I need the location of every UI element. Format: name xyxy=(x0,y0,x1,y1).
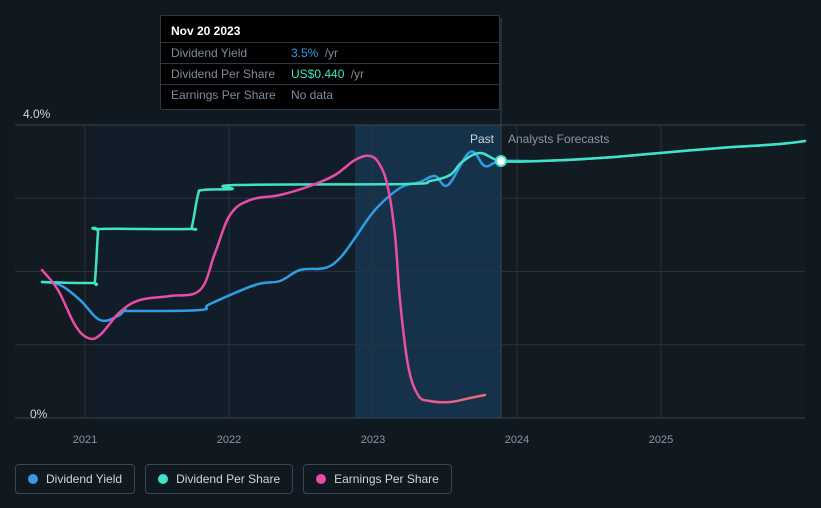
y-axis-min: 0% xyxy=(30,407,47,421)
legend-item[interactable]: Dividend Per Share xyxy=(145,464,293,494)
tooltip-suffix: /yr xyxy=(347,67,364,81)
legend-dot-icon xyxy=(158,474,168,484)
tooltip-row: Dividend Per ShareUS$0.440 /yr xyxy=(161,63,499,84)
tooltip-row: Dividend Yield3.5% /yr xyxy=(161,42,499,63)
tooltip-label: Earnings Per Share xyxy=(171,88,291,102)
tooltip-value: 3.5% /yr xyxy=(291,46,489,60)
tooltip-date: Nov 20 2023 xyxy=(161,22,499,42)
tooltip-value: US$0.440 /yr xyxy=(291,67,489,81)
tooltip-label: Dividend Per Share xyxy=(171,67,291,81)
legend: Dividend Yield Dividend Per Share Earnings… xyxy=(15,464,452,494)
tooltip-suffix: /yr xyxy=(321,46,338,60)
legend-label: Dividend Yield xyxy=(46,472,122,486)
label-past: Past xyxy=(470,132,494,146)
label-forecast: Analysts Forecasts xyxy=(508,132,609,146)
tooltip-value: No data xyxy=(291,88,489,102)
dividend-chart: Nov 20 2023 Dividend Yield3.5% /yrDivide… xyxy=(0,0,821,508)
legend-dot-icon xyxy=(28,474,38,484)
tooltip: Nov 20 2023 Dividend Yield3.5% /yrDivide… xyxy=(160,15,500,110)
legend-label: Earnings Per Share xyxy=(334,472,439,486)
legend-item[interactable]: Dividend Yield xyxy=(15,464,135,494)
tooltip-label: Dividend Yield xyxy=(171,46,291,60)
x-axis-tick: 2022 xyxy=(217,434,241,446)
y-axis-max: 4.0% xyxy=(23,107,50,121)
x-axis-tick: 2021 xyxy=(73,434,97,446)
x-axis-tick: 2025 xyxy=(649,434,673,446)
legend-item[interactable]: Earnings Per Share xyxy=(303,464,452,494)
x-axis-tick: 2024 xyxy=(505,434,529,446)
tooltip-row: Earnings Per ShareNo data xyxy=(161,84,499,105)
legend-label: Dividend Per Share xyxy=(176,472,280,486)
x-axis-tick: 2023 xyxy=(361,434,385,446)
legend-dot-icon xyxy=(316,474,326,484)
